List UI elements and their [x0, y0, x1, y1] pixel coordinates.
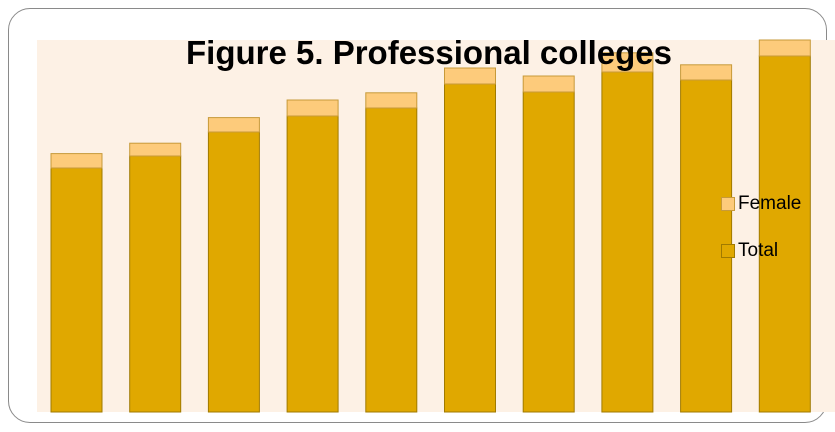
bar-total-10: [758, 55, 811, 413]
legend-item-female: Female: [721, 193, 801, 215]
legend-swatch-total: [721, 244, 735, 258]
bar-total-5: [365, 107, 418, 413]
bar-female-5: [365, 92, 418, 109]
bar-female-6: [444, 67, 496, 85]
bar-female-9: [680, 64, 733, 81]
legend-label-total: Total: [738, 240, 779, 261]
chart-title: Figure 5. Professional colleges: [186, 34, 672, 71]
bar-total-1: [50, 167, 103, 413]
bar-female-4: [286, 99, 339, 117]
bar-total-6: [444, 83, 496, 413]
bar-total-7: [522, 91, 575, 413]
bar-female-1: [50, 153, 103, 169]
bar-female-8: [601, 52, 654, 73]
bar-female-3: [207, 117, 260, 133]
bar-total-3: [207, 131, 260, 413]
bar-total-4: [286, 115, 339, 413]
legend: Female Total: [721, 193, 801, 287]
legend-swatch-female: [721, 197, 735, 211]
bar-total-2: [129, 155, 182, 413]
legend-item-total: Total: [721, 240, 801, 262]
bar-female-10: [758, 39, 811, 57]
bar-female-2: [129, 142, 182, 157]
bar-total-8: [601, 71, 654, 413]
legend-label-female: Female: [738, 193, 802, 214]
bar-female-7: [522, 75, 575, 93]
